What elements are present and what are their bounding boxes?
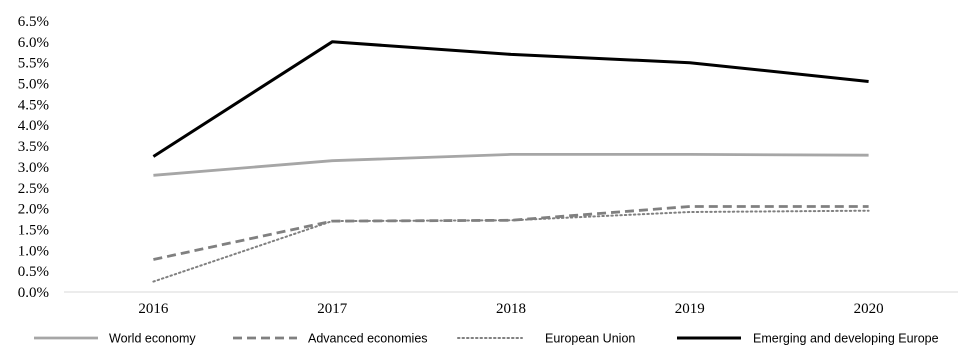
x-tick-label: 2018	[496, 301, 526, 317]
x-tick-label: 2016	[138, 301, 169, 317]
y-tick-label: 6.0%	[18, 35, 49, 51]
legend-label: World economy	[109, 332, 196, 346]
y-tick-label: 0.5%	[18, 264, 49, 280]
series-line-advanced-economies	[153, 205, 869, 261]
y-tick-label: 2.0%	[18, 202, 49, 218]
y-tick-label: 5.5%	[18, 56, 49, 72]
x-tick-label: 2017	[317, 301, 348, 317]
y-tick-label: 5.0%	[18, 77, 49, 93]
x-tick-label: 2019	[675, 301, 705, 317]
series-line-european-union	[152, 209, 870, 283]
y-tick-label: 1.5%	[18, 222, 49, 238]
legend-label: Advanced economies	[308, 332, 428, 346]
legend-label: European Union	[545, 332, 635, 346]
legend: World economy Advanced economies European …	[34, 332, 939, 346]
x-tick-label: 2020	[854, 301, 884, 317]
y-axis: 0.0% 0.5% 1.0% 1.5% 2.0% 2.5% 3.0% 3.5% 4.0% 4.5%…	[18, 14, 49, 301]
y-tick-label: 0.0%	[18, 285, 49, 301]
x-axis: 2016 2017 2018 2019 2020	[64, 291, 958, 317]
y-tick-label: 6.5%	[18, 14, 49, 30]
legend-label: Emerging and developing Europe	[753, 332, 939, 346]
plot-area	[152, 40, 870, 283]
y-tick-label: 1.0%	[18, 243, 49, 259]
y-tick-label: 4.0%	[18, 118, 49, 134]
y-tick-label: 3.0%	[18, 160, 49, 176]
series-line-world-economy	[153, 152, 869, 177]
y-tick-label: 4.5%	[18, 97, 49, 113]
y-tick-label: 2.5%	[18, 181, 49, 197]
y-tick-label: 3.5%	[18, 139, 49, 155]
series-line-emerging-and-developing-europe	[152, 40, 869, 158]
